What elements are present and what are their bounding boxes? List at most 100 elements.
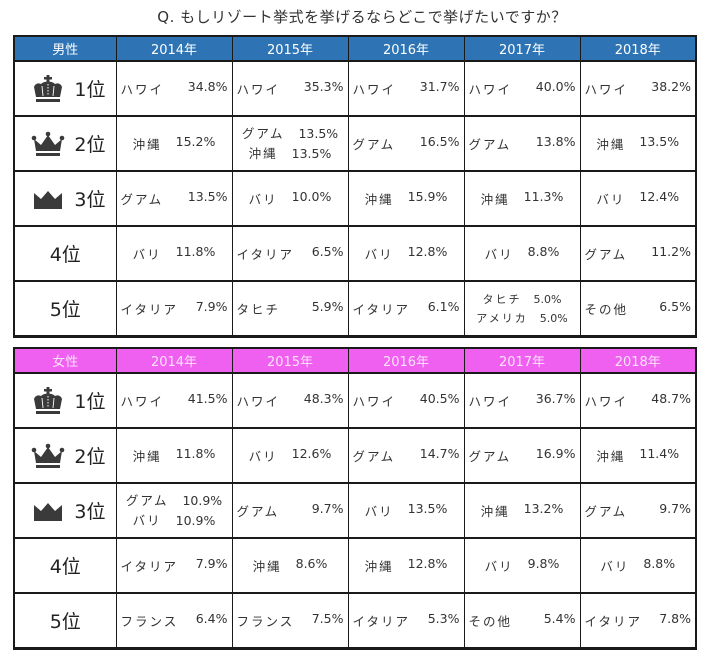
destination-name: ハワイ [584, 394, 629, 409]
percentage-value: 5.9% [311, 299, 344, 314]
destination-name: バリ [132, 247, 162, 262]
destination-cell: イタリア 5.3% [347, 592, 465, 650]
destination-name: その他 [468, 614, 513, 629]
year-header: 2014年 [115, 35, 233, 62]
destination-name: グアム [236, 504, 280, 519]
destination-entry: イタリア 7.9% [117, 299, 232, 318]
percentage-value: 6.5% [659, 299, 691, 314]
destination-name: 沖縄 [480, 504, 510, 519]
destination-entry: タヒチ 5.0% [465, 290, 580, 309]
rank-label: 1位 [74, 390, 106, 413]
destination-entry: イタリア 6.5% [233, 244, 348, 263]
percentage-value: 12.8% [407, 556, 448, 571]
destination-entry: グアム 13.5% [117, 189, 232, 208]
year-header: 2017年 [463, 347, 581, 374]
destination-name: イタリア [120, 302, 179, 317]
destination-cell: イタリア 6.1% [347, 280, 465, 338]
destination-cell: ハワイ 36.7% [463, 372, 581, 429]
percentage-value: 12.8% [407, 244, 448, 259]
percentage-value: 6.5% [311, 244, 344, 259]
destination-name: バリ [132, 512, 162, 528]
destination-name: グアム [584, 247, 628, 262]
destination-cell: グアム 13.8% [463, 115, 581, 172]
destination-entry: グアム 9.7% [581, 501, 696, 520]
percentage-value: 9.8% [527, 556, 560, 571]
percentage-value: 48.7% [651, 391, 691, 406]
destination-name: 沖縄 [480, 192, 510, 207]
destination-entry: イタリア 7.8% [581, 611, 696, 630]
destination-name: 沖縄 [596, 449, 626, 464]
destination-name: ハワイ [120, 82, 165, 97]
destination-entry: バリ 11.8% [117, 244, 232, 263]
destination-name: バリ [484, 247, 514, 262]
destination-entry: グアム 16.9% [465, 446, 580, 465]
destination-entry: イタリア 6.1% [349, 299, 464, 318]
year-header: 2014年 [115, 347, 233, 374]
destination-cell: バリ 12.4% [579, 170, 697, 227]
destination-name: ハワイ [468, 82, 513, 97]
destination-entry: ハワイ 31.7% [349, 79, 464, 98]
destination-entry: 沖縄 15.9% [349, 189, 464, 208]
destination-name: イタリア [352, 614, 411, 629]
destination-name: バリ [600, 559, 630, 574]
percentage-value: 13.2% [523, 501, 564, 516]
destination-name: グアム [241, 125, 285, 141]
percentage-value: 15.9% [407, 189, 448, 204]
destination-cell: 沖縄 11.8% [115, 427, 233, 484]
destination-entry: ハワイ 40.5% [349, 391, 464, 410]
destination-cell: グアム 11.2% [579, 225, 697, 282]
destination-cell: 沖縄 15.9% [347, 170, 465, 227]
destination-entry: バリ 13.5% [349, 501, 464, 520]
destination-entry: 沖縄 11.8% [117, 446, 232, 465]
percentage-value: 10.9% [175, 512, 216, 528]
percentage-value: 12.4% [639, 189, 680, 204]
percentage-value: 9.7% [311, 501, 344, 516]
destination-cell: イタリア 7.9% [115, 537, 233, 594]
destination-entry: 沖縄 11.3% [465, 189, 580, 208]
percentage-value: 9.7% [659, 501, 691, 516]
destination-cell: タヒチ 5.0% アメリカ 5.0% [463, 280, 581, 338]
male-ranking-table: 男性 2014年 2015年 2016年 2017年 2018年 1位 ハワイ 34… [13, 35, 697, 338]
destination-entry: バリ 10.9% [117, 511, 232, 531]
rank-cell: 4位 [13, 225, 117, 282]
destination-entry: ハワイ 38.2% [581, 79, 696, 98]
destination-cell: グアム 16.9% [463, 427, 581, 484]
destination-entry: バリ 12.6% [233, 446, 348, 465]
destination-cell: ハワイ 48.7% [579, 372, 697, 429]
destination-entry: 沖縄 12.8% [349, 556, 464, 575]
destination-cell: タヒチ 5.9% [231, 280, 349, 338]
destination-entry: ハワイ 36.7% [465, 391, 580, 410]
percentage-value: 7.9% [195, 299, 228, 314]
destination-entry: バリ 12.4% [581, 189, 696, 208]
rank-row: 4位 バリ 11.8% イタリア 6.5% バリ 12.8% バリ 8.8% グアム 11.2% [13, 225, 697, 282]
destination-name: グアム [584, 504, 628, 519]
survey-question-title: Q. もしリゾート挙式を挙げるならどこで挙げたいですか？ [157, 8, 567, 26]
destination-cell: ハワイ 34.8% [115, 60, 233, 117]
destination-cell: バリ 10.0% [231, 170, 349, 227]
destination-cell: イタリア 7.8% [579, 592, 697, 650]
destination-name: ハワイ [468, 394, 513, 409]
percentage-value: 11.2% [651, 244, 691, 259]
destination-name: 沖縄 [364, 559, 394, 574]
destination-name: 沖縄 [364, 192, 394, 207]
destination-cell: バリ 13.5% [347, 482, 465, 539]
destination-name: 沖縄 [252, 559, 282, 574]
destination-name: タヒチ [482, 292, 522, 306]
destination-name: 沖縄 [132, 137, 162, 152]
year-header: 2018年 [579, 35, 697, 62]
destination-name: バリ [248, 192, 278, 207]
destination-entry: グアム 10.9% [117, 491, 232, 511]
destination-entry: イタリア 7.9% [117, 556, 232, 575]
destination-cell: 沖縄 15.2% [115, 115, 233, 172]
percentage-value: 11.8% [175, 446, 216, 461]
destination-name: バリ [364, 504, 394, 519]
percentage-value: 16.9% [535, 446, 576, 461]
destination-cell: 沖縄 12.8% [347, 537, 465, 594]
destination-name: ハワイ [120, 394, 165, 409]
destination-name: グアム [120, 192, 164, 207]
destination-cell: その他 5.4% [463, 592, 581, 650]
percentage-value: 8.8% [643, 556, 676, 571]
destination-cell: バリ 9.8% [463, 537, 581, 594]
destination-entry: イタリア 5.3% [349, 611, 464, 630]
percentage-value: 38.2% [651, 79, 691, 94]
